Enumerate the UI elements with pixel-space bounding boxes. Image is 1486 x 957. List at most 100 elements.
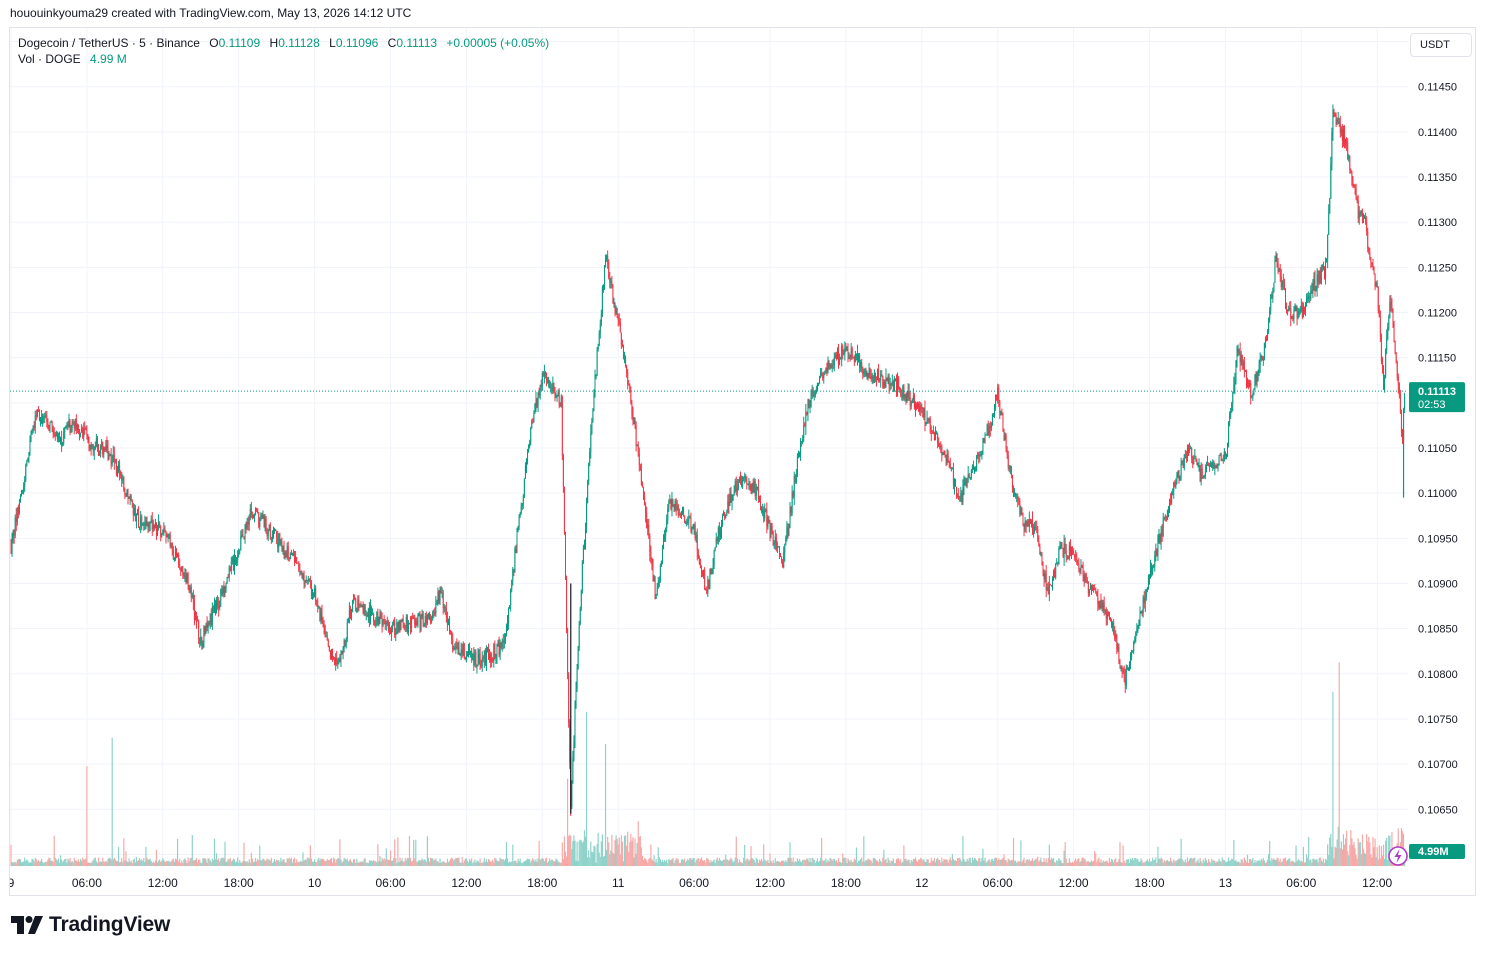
volume-bar [1275,859,1277,866]
volume-bar [481,862,483,866]
volume-bar [864,861,866,866]
volume-bar [500,858,502,866]
candle-body [769,521,771,537]
volume-bar [1067,862,1069,866]
volume-bar [321,859,323,866]
candle-body [283,545,285,556]
candle-body [67,424,69,427]
volume-bar [229,858,231,866]
volume-bar [1369,842,1371,866]
candle-body [579,607,581,625]
candle-body [513,569,515,572]
volume-bar [867,858,869,866]
candle-body [1357,200,1359,219]
candle-body [853,356,855,363]
candle-body [1050,585,1052,587]
candle-body [23,486,25,492]
volume-bar [972,859,975,866]
volume-bar [757,863,760,866]
candle-body [1214,466,1216,469]
volume-bar [885,858,887,866]
volume-bar [386,859,388,866]
candle-body [923,408,925,418]
candle-body [767,518,769,527]
candle-body [1234,381,1236,385]
volume-bar [306,857,308,866]
candle-body [139,526,141,528]
candle-body [913,395,915,409]
price-chart[interactable]: 0.115000.114500.114000.113500.113000.112… [10,28,1475,895]
volume-bar [567,778,569,866]
chart-frame[interactable]: 0.115000.114500.114000.113500.113000.112… [9,27,1476,896]
volume-bar [343,857,345,866]
volume-bar [1058,858,1060,866]
candle-body [778,546,780,556]
volume-bar [501,859,503,866]
volume-label[interactable]: Vol · DOGE [18,52,81,66]
candle-body [705,588,707,590]
volume-bar [172,858,174,866]
y-tick-label: 0.10800 [1418,669,1458,681]
candle-body [974,467,976,469]
candle-body [457,647,459,649]
candle-body [700,567,702,573]
candle-body [76,424,78,430]
volume-bar [919,859,921,866]
candle-body [1253,389,1255,395]
candle-body [801,441,803,443]
candle-body [946,454,948,463]
volume-bar [166,861,168,866]
candle-body [1074,554,1076,558]
candle-body [1311,290,1313,294]
volume-bar [704,860,706,866]
candle-body [319,606,321,621]
y-tick-label: 0.11000 [1418,488,1457,500]
candle-body [1396,362,1398,377]
candle-body [1380,336,1382,362]
symbol-title[interactable]: Dogecoin / TetherUS · 5 · Binance [18,36,200,50]
volume-bar [548,861,550,866]
candle-body [749,483,751,486]
volume-bar [1152,857,1154,866]
volume-bar [1125,859,1127,866]
candle-body [1151,563,1153,574]
candle-body [712,565,714,573]
candle-body [465,655,467,660]
tradingview-logo[interactable]: TradingView [11,913,170,937]
volume-bar [220,858,222,866]
lightning-icon[interactable] [1388,846,1408,866]
volume-bar [1331,847,1333,866]
candle-body [1276,253,1278,263]
candle-body [765,509,767,511]
volume-bar [744,844,746,866]
volume-bar [1342,834,1345,866]
volume-bar [502,859,504,866]
candle-body [555,395,557,397]
candle-body [678,514,680,516]
candle-body [368,608,370,622]
volume-bar [370,860,373,866]
volume-bar [1096,862,1098,866]
volume-bar [1353,841,1355,866]
volume-bar [999,859,1001,866]
volume-bar [437,861,439,866]
close-label: C [387,36,397,50]
candle-body [332,651,334,658]
candle-body [500,643,502,648]
candle-body [1342,129,1344,141]
volume-bar [941,857,943,866]
candle-body [1356,198,1358,201]
currency-button[interactable]: USDT [1410,33,1472,57]
candle-body [1325,261,1327,278]
candle-body [640,468,642,485]
volume-bar [274,861,277,866]
candle-body [1087,582,1089,594]
candle-body [607,255,609,262]
candle-body [99,452,101,455]
candle-body [592,410,594,422]
candle-body [272,530,274,534]
candle-body [560,396,562,407]
candle-body [1002,413,1004,432]
candle-body [1216,466,1218,468]
candle-body [882,375,884,388]
